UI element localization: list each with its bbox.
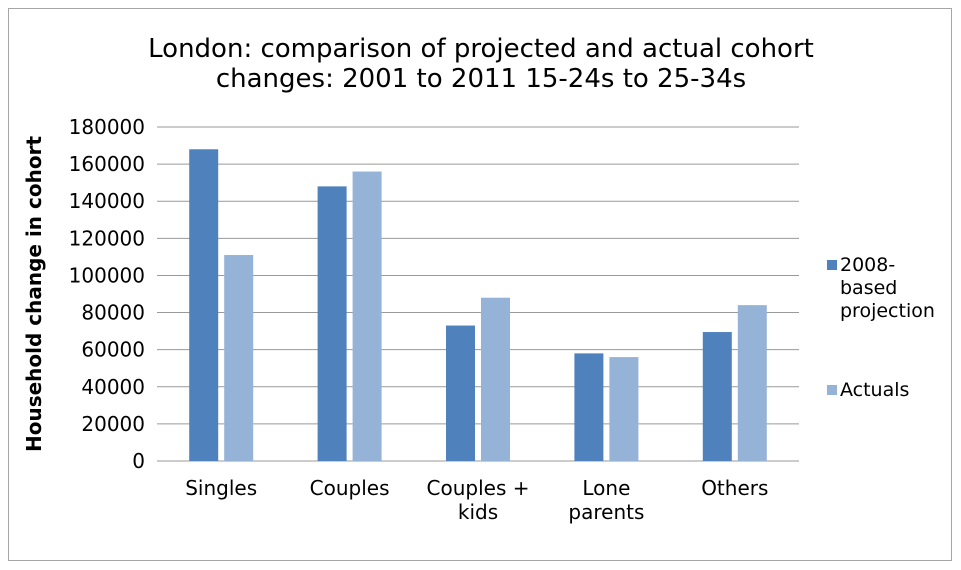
- bar-projection: [446, 325, 475, 461]
- x-category-label: kids: [458, 500, 498, 524]
- y-axis-tick-labels: 0 20000 40000 60000 80000 100000 120000 140000 1…: [69, 115, 145, 473]
- y-tick-label: 140000: [69, 189, 145, 213]
- y-tick-label: 180000: [69, 115, 145, 139]
- bar-projection: [317, 186, 347, 461]
- legend-label: Actuals: [840, 379, 909, 401]
- x-category-label: Lone: [582, 476, 630, 500]
- chart-title-line: London: comparison of projected and actu…: [148, 34, 814, 64]
- x-category-label: parents: [568, 500, 644, 524]
- bar-actuals: [352, 171, 382, 462]
- x-category-label: Couples +: [427, 476, 530, 500]
- bar-actuals: [737, 305, 767, 461]
- bar-projection: [702, 332, 732, 461]
- legend-swatch: [827, 260, 837, 270]
- legend-label: projection: [840, 300, 935, 322]
- bar-actuals: [481, 297, 510, 461]
- chart-title: London: comparison of projected and actu…: [148, 34, 814, 94]
- y-axis-title: Household change in cohort: [22, 136, 46, 452]
- bar-projection: [189, 149, 219, 461]
- bar-projection: [574, 353, 604, 461]
- x-category-label: Others: [701, 476, 768, 500]
- y-tick-label: 60000: [81, 338, 145, 362]
- y-tick-label: 100000: [69, 263, 145, 287]
- legend-swatch: [827, 385, 837, 395]
- x-category-label: Couples: [310, 476, 390, 500]
- legend-label: 2008-: [840, 254, 895, 276]
- y-tick-label: 120000: [69, 226, 145, 250]
- y-tick-label: 160000: [69, 152, 145, 176]
- y-tick-label: 20000: [81, 412, 145, 436]
- bar-chart: London: comparison of projected and actu…: [22, 34, 935, 524]
- bar-actuals: [609, 357, 639, 461]
- chart-title-line: changes: 2001 to 2011 15-24s to 25-34s: [216, 64, 746, 94]
- gridlines: [157, 126, 799, 462]
- bar-actuals: [224, 255, 254, 461]
- chart-frame: London: comparison of projected and actu…: [8, 8, 952, 561]
- y-tick-label: 40000: [81, 375, 145, 399]
- y-tick-label: 0: [132, 449, 145, 473]
- y-tick-label: 80000: [81, 301, 145, 325]
- bars: [189, 149, 767, 462]
- x-category-label: Singles: [185, 476, 257, 500]
- legend-label: based: [840, 277, 897, 299]
